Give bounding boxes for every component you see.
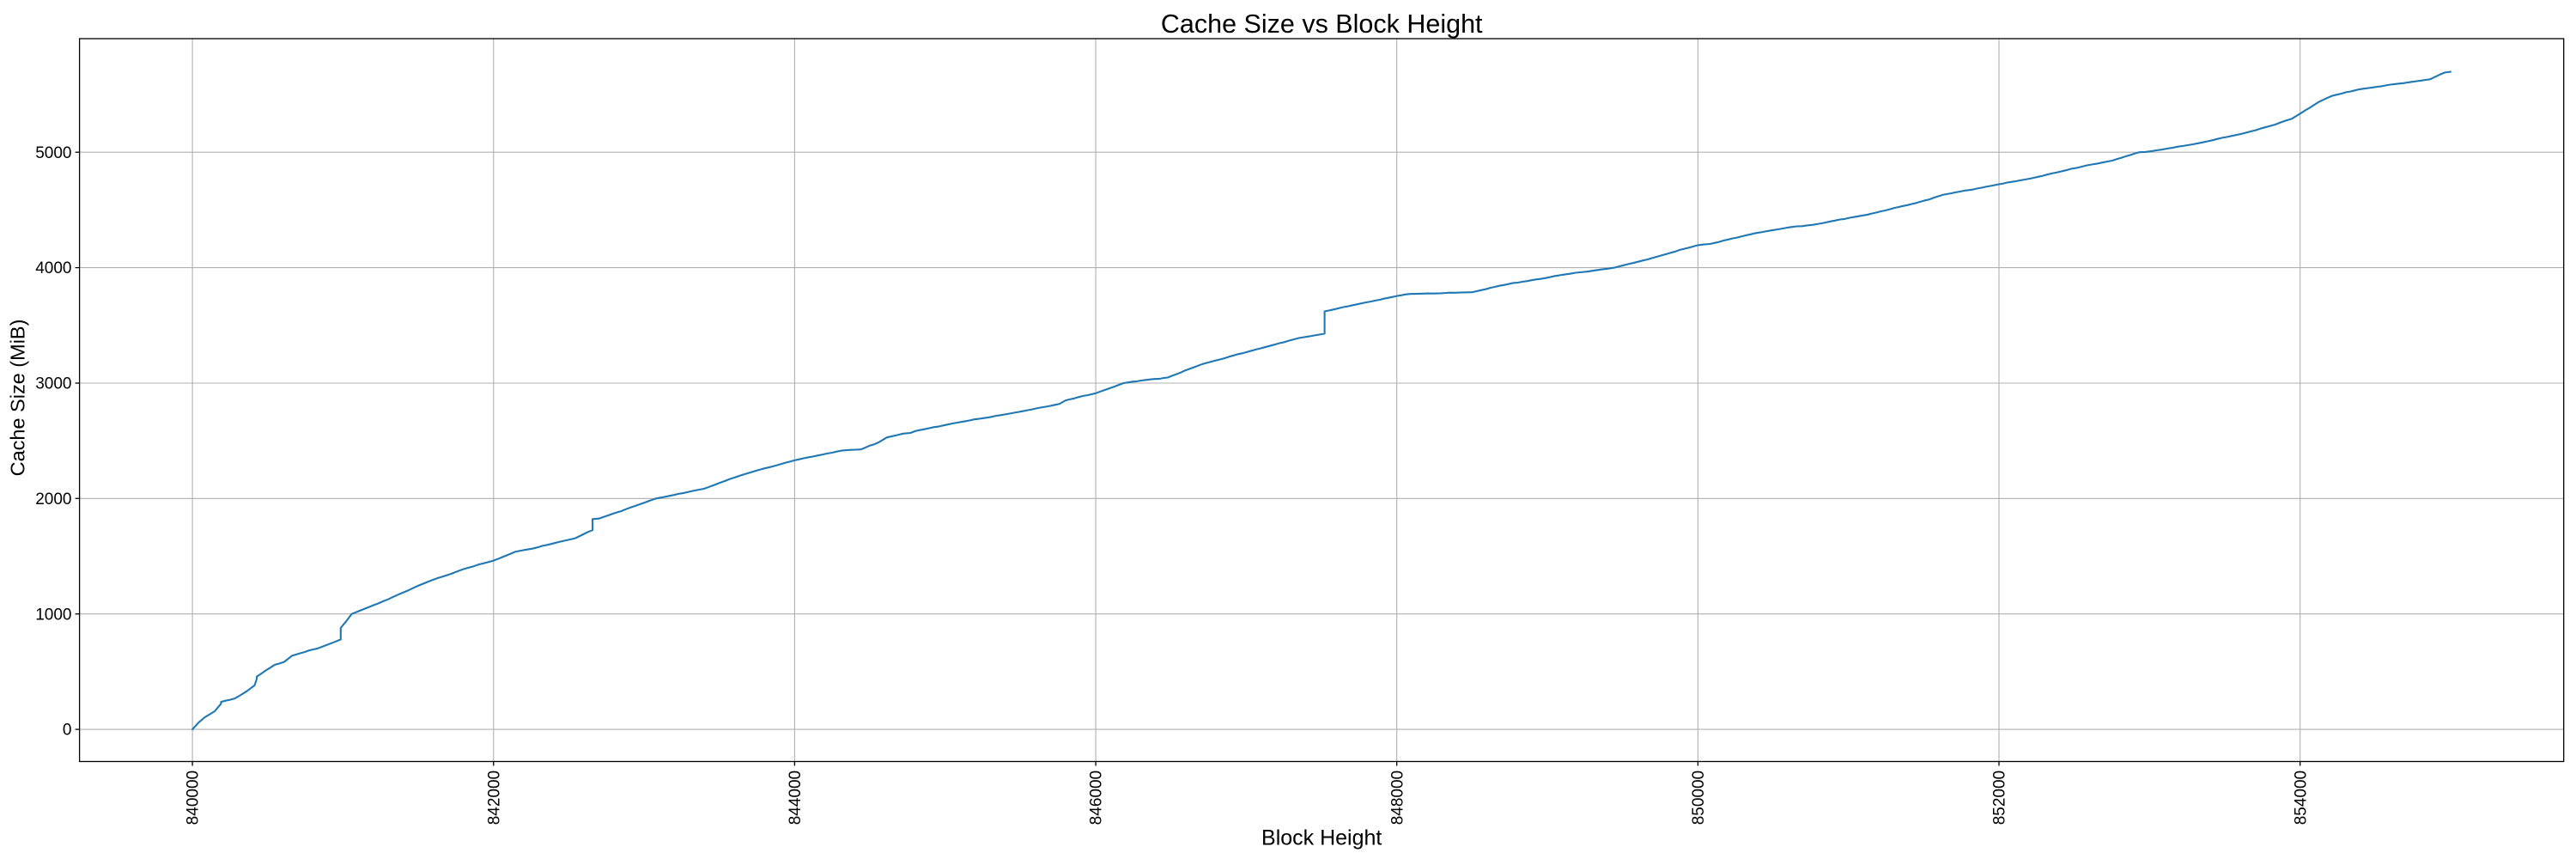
svg-text:852000: 852000 (1991, 771, 2009, 825)
svg-text:850000: 850000 (1690, 771, 1708, 825)
svg-text:2000: 2000 (35, 490, 71, 509)
svg-text:0: 0 (63, 722, 72, 740)
svg-text:Cache Size vs Block Height: Cache Size vs Block Height (1161, 9, 1483, 39)
svg-text:842000: 842000 (485, 771, 503, 825)
svg-text:846000: 846000 (1088, 771, 1106, 825)
svg-text:854000: 854000 (2292, 771, 2310, 825)
svg-text:848000: 848000 (1388, 771, 1406, 825)
svg-text:5000: 5000 (35, 144, 71, 162)
svg-text:844000: 844000 (787, 771, 805, 825)
svg-text:Cache Size (MiB): Cache Size (MiB) (7, 320, 29, 477)
svg-text:3000: 3000 (35, 375, 71, 393)
svg-text:Block Height: Block Height (1261, 826, 1382, 850)
svg-text:840000: 840000 (185, 771, 203, 825)
svg-text:4000: 4000 (35, 259, 71, 277)
svg-text:1000: 1000 (35, 606, 71, 624)
